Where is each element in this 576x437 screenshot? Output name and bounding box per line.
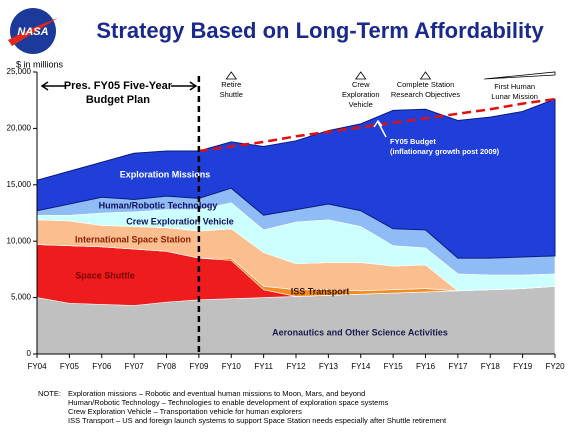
plan-label: Pres. FY05 Five-Year bbox=[64, 80, 173, 92]
x-tick-label: FY05 bbox=[60, 362, 80, 371]
x-tick-label: FY18 bbox=[481, 362, 501, 371]
y-tick-label: 25,000 bbox=[7, 67, 32, 76]
milestone-marker bbox=[354, 71, 367, 80]
milestone-marker bbox=[225, 71, 238, 80]
milestone-label: First Human bbox=[494, 82, 535, 91]
x-tick-label: FY15 bbox=[384, 362, 404, 371]
series-label: Space Shuttle bbox=[75, 270, 135, 280]
x-tick-label: FY04 bbox=[27, 362, 47, 371]
milestone-label: Crew bbox=[352, 80, 370, 89]
x-tick-label: FY06 bbox=[92, 362, 112, 371]
note-line: Human/Robotic Technology – Technologies … bbox=[68, 398, 389, 407]
x-tick-label: FY20 bbox=[545, 362, 565, 371]
milestone-label: Research Objectives bbox=[391, 90, 460, 99]
milestone-label: Exploration bbox=[342, 90, 380, 99]
logo-text: NASA bbox=[17, 26, 48, 38]
milestone-label: Vehicle bbox=[349, 100, 373, 109]
logo: NASA bbox=[8, 8, 58, 54]
notes-label: NOTE: bbox=[38, 389, 61, 398]
y-axis-label: $ in millions bbox=[16, 59, 64, 69]
x-tick-label: FY17 bbox=[448, 362, 468, 371]
budget-note: (inflationary growth post 2009) bbox=[390, 147, 500, 156]
chart-title: Strategy Based on Long-Term Affordabilit… bbox=[96, 18, 544, 43]
series-label: Crew Exploration Vehicle bbox=[126, 216, 234, 226]
y-tick-label: 15,000 bbox=[7, 180, 32, 189]
logo-swoosh bbox=[8, 18, 58, 46]
x-tick-label: FY09 bbox=[189, 362, 209, 371]
budget-arrow bbox=[373, 119, 387, 138]
x-tick-label: FY12 bbox=[286, 362, 306, 371]
milestone-marker bbox=[484, 71, 556, 80]
budget-label: FY05 Budget bbox=[390, 137, 436, 146]
milestone-marker bbox=[419, 71, 432, 80]
series-label: Aeronautics and Other Science Activities bbox=[272, 327, 448, 337]
y-tick-label: 5,000 bbox=[11, 293, 32, 302]
milestone-label: Complete Station bbox=[397, 80, 455, 89]
series-label: Exploration Missions bbox=[120, 169, 211, 179]
plan-label: Budget Plan bbox=[86, 94, 150, 106]
y-tick-label: 10,000 bbox=[7, 236, 32, 245]
x-tick-label: FY19 bbox=[513, 362, 533, 371]
x-tick-label: FY13 bbox=[319, 362, 339, 371]
x-tick-label: FY08 bbox=[157, 362, 177, 371]
y-tick-label: 0 bbox=[27, 349, 32, 358]
note-line: ISS Transport – US and foreign launch sy… bbox=[68, 416, 447, 425]
series-label: Human/Robotic Technology bbox=[99, 200, 218, 210]
note-line: Crew Exploration Vehicle – Transportatio… bbox=[68, 407, 302, 416]
x-tick-label: FY16 bbox=[416, 362, 436, 371]
x-tick-label: FY14 bbox=[351, 362, 371, 371]
x-tick-label: FY11 bbox=[254, 362, 273, 371]
plan-arrow-right bbox=[170, 81, 198, 91]
note-line: Exploration missions – Robotic and event… bbox=[68, 389, 365, 398]
milestone-label: Retire bbox=[221, 80, 241, 89]
y-tick-label: 20,000 bbox=[7, 124, 32, 133]
milestone-label: Lunar Mission bbox=[491, 92, 538, 101]
milestone-label: Shuttle bbox=[220, 90, 243, 99]
series-label: International Space Station bbox=[75, 234, 191, 244]
x-tick-label: FY07 bbox=[125, 362, 145, 371]
x-tick-label: FY10 bbox=[222, 362, 242, 371]
area bbox=[36, 98, 556, 259]
plan-arrow-left bbox=[40, 81, 65, 91]
series-label: ISS Transport bbox=[291, 286, 350, 296]
budget-line bbox=[198, 97, 556, 153]
